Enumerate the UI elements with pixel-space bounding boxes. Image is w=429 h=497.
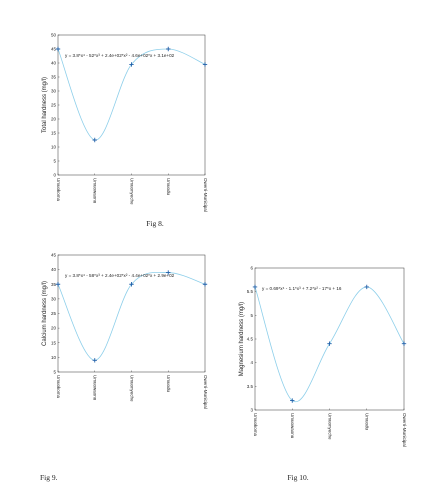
figure-caption: Fig 8.	[146, 219, 164, 228]
x-tick-label: Umuodu	[166, 375, 171, 393]
y-tick-label: 4.5	[247, 337, 254, 342]
fit-equation: y = 3.8*x⁴ - 58*x³ + 2.4e+02*x² - 4.4e+0…	[65, 273, 175, 278]
data-point	[92, 358, 97, 363]
fit-equation: y = 0.69*x⁴ - 1.1*x³ + 7.2*x² - 17*x + 1…	[262, 286, 342, 291]
y-axis-label: Magnesium hardness (mg/l)	[239, 302, 245, 376]
figure: 0 5 10 15 20 25 30 35 40 45 50 Umuokoma Umuowaonu Umu…	[42, 33, 208, 229]
figure: 5 10 15 20 25 30 35 40 45 Umuokoma Umuowaonu Umuony…	[40, 253, 208, 483]
y-axis-label: Calcium hardness (mg/l)	[42, 281, 48, 346]
y-tick-label: 10	[51, 355, 57, 360]
data-point	[202, 282, 208, 287]
data-point	[55, 282, 61, 287]
y-tick-label: 0	[53, 173, 56, 178]
y-tick-label: 50	[51, 33, 57, 38]
y-tick-label: 35	[51, 75, 57, 80]
fit-curve	[58, 271, 205, 361]
fit-equation: y = 3.8*x⁴ - 52*x³ + 2.4e+02*x² - 4.6e+0…	[65, 53, 175, 58]
figure-caption: Fig 9.	[40, 473, 58, 482]
y-tick-label: 25	[51, 103, 57, 108]
y-tick-label: 3	[250, 408, 253, 413]
plot-frame	[57, 34, 206, 176]
data-point	[92, 137, 97, 143]
x-tick-label: Umuowaonu	[93, 375, 98, 401]
x-tick-label: Umuonyeche	[129, 375, 134, 402]
figure-caption: Fig 10.	[287, 473, 308, 482]
y-tick-label: 20	[51, 326, 57, 331]
fit-curve	[58, 48, 205, 141]
fit-curve	[255, 286, 404, 403]
data-point	[327, 341, 332, 346]
x-tick-label: Umuokoma	[253, 413, 258, 437]
y-tick-label: 15	[51, 340, 57, 345]
y-tick-label: 45	[51, 253, 57, 258]
y-tick-label: 5	[53, 370, 56, 375]
data-point	[166, 270, 171, 275]
data-point	[129, 62, 134, 67]
x-tick-label: Umuonyeche	[129, 178, 134, 205]
y-tick-label: 30	[51, 296, 57, 301]
y-tick-label: 6	[250, 266, 253, 271]
x-tick-label: Umuokoma	[56, 375, 61, 399]
y-tick-label: 4	[250, 360, 253, 365]
y-tick-label: 15	[51, 131, 57, 136]
y-tick-label: 30	[51, 89, 57, 94]
y-tick-label: 3.5	[247, 384, 254, 389]
y-tick-label: 45	[51, 47, 57, 52]
y-tick-label: 5	[53, 159, 56, 164]
x-tick-label: Umuodu	[365, 413, 370, 431]
y-tick-label: 40	[51, 61, 57, 66]
data-point	[252, 284, 258, 290]
x-tick-label: Umuowaonu	[93, 178, 98, 204]
data-point	[290, 398, 295, 403]
data-point	[202, 62, 208, 67]
y-tick-label: 5	[250, 313, 253, 318]
data-point	[55, 46, 61, 52]
y-tick-label: 40	[51, 267, 57, 272]
x-tick-label: Owerri-Municipal	[203, 375, 208, 409]
y-tick-label: 10	[51, 145, 57, 150]
x-tick-label: Owerri-Municipal	[203, 178, 208, 212]
data-point	[364, 284, 369, 290]
figure: 3 3.5 4 4.5 5 5.5 6 Umuokoma Umuowaonu Umuonyeche…	[239, 266, 407, 483]
x-tick-label: Umuowaonu	[290, 413, 295, 439]
x-tick-label: Umuonyeche	[327, 413, 332, 440]
y-axis-label: Total hardness (mg/l)	[42, 77, 48, 133]
x-tick-label: Umuodu	[166, 178, 171, 196]
x-tick-label: Umuokoma	[56, 178, 61, 202]
plot-frame	[254, 267, 405, 411]
y-tick-label: 5.5	[247, 289, 254, 294]
data-point	[401, 341, 407, 346]
x-tick-label: Owerri-Municipal	[402, 413, 407, 447]
data-point	[166, 46, 171, 52]
y-tick-label: 35	[51, 282, 57, 287]
y-tick-label: 20	[51, 117, 57, 122]
y-tick-label: 25	[51, 311, 57, 316]
data-point	[129, 282, 134, 287]
